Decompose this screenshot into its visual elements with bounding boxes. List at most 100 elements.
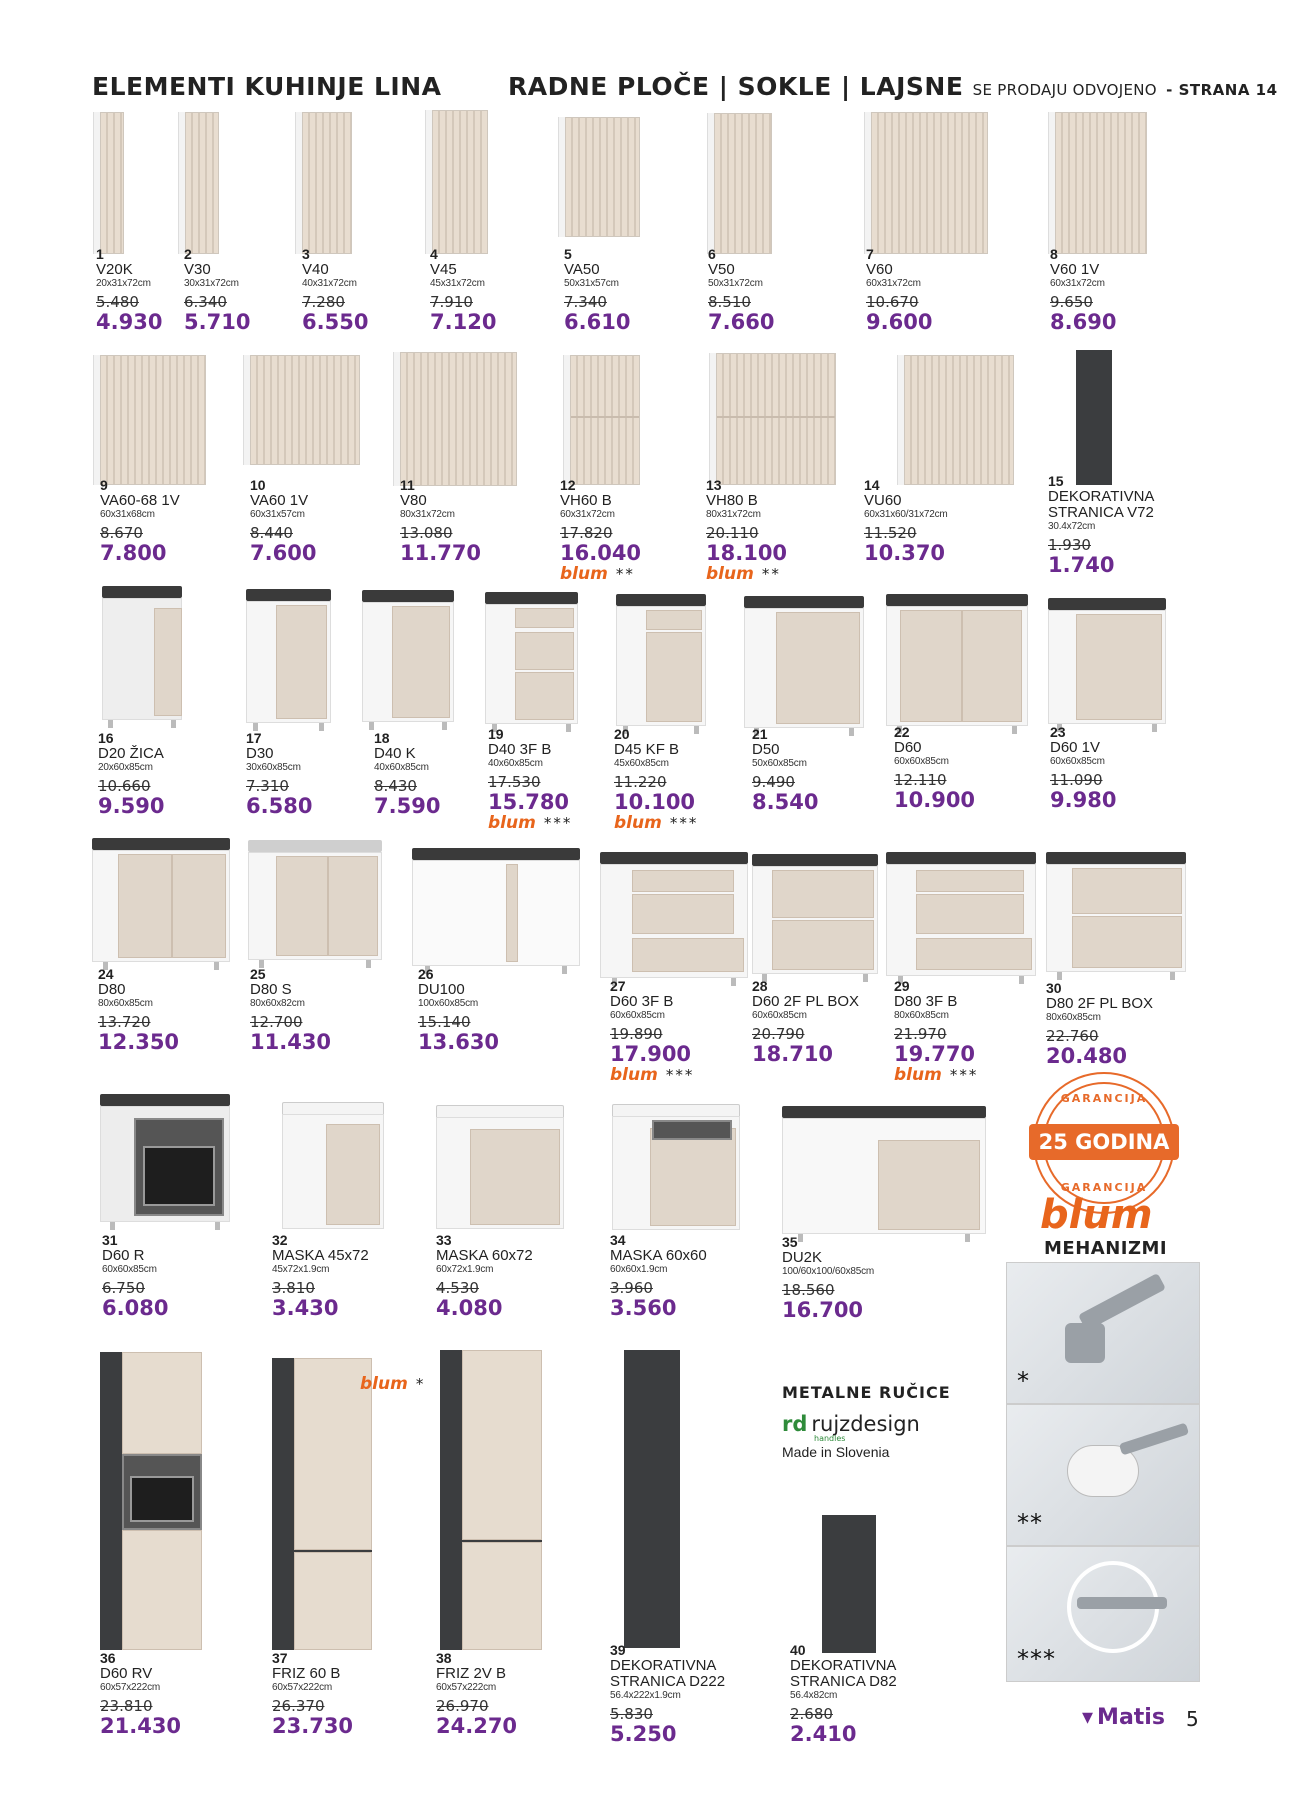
cabinet-image [612, 1104, 740, 1238]
product-number: 31 [102, 1232, 118, 1248]
new-price: 6.610 [564, 310, 631, 334]
blum-badge: blum *** [488, 814, 658, 832]
made-in-text: Made in Slovenia [782, 1444, 890, 1460]
new-price: 6.080 [102, 1296, 169, 1320]
product-info: 11 V80 80x31x72cm 13.080 11.770 [400, 477, 570, 564]
product-name: VU60 [864, 492, 902, 509]
product-number: 13 [706, 477, 722, 493]
product-number: 19 [488, 726, 504, 742]
new-price: 7.660 [708, 310, 775, 334]
blum-badge: blum *** [894, 1066, 1064, 1084]
product-info: 3 V40 40x31x72cm 7.280 6.550 [302, 246, 472, 333]
product-name: D80 3F B [894, 993, 958, 1010]
product-name: V20K [96, 261, 133, 278]
new-price: 8.690 [1050, 310, 1117, 334]
new-price: 16.700 [782, 1298, 864, 1322]
page-number: 5 [1186, 1707, 1199, 1731]
product-dimensions: 100/60x100/60x85cm [782, 1266, 875, 1277]
product-dimensions: 60x31x72cm [560, 509, 615, 520]
cabinet-image [904, 355, 1014, 485]
product-number: 21 [752, 726, 768, 742]
product-info: 35 DU2K 100/60x100/60x85cm 18.560 16.700 [782, 1234, 952, 1321]
cabinet-image [362, 590, 454, 730]
product-dimensions: 60x72x1.9cm [436, 1264, 494, 1275]
product-name: DEKORATIVNA STRANICA D82 [790, 1657, 897, 1690]
product-dimensions: 80x60x85cm [98, 998, 153, 1009]
cabinet-image [886, 594, 1028, 734]
product-info: 23 D60 1V 60x60x85cm 11.090 9.980 [1050, 724, 1220, 811]
product-name: V60 [866, 261, 893, 278]
cabinet-image [570, 355, 640, 485]
product-info: 19 D40 3F B 40x60x85cm 17.530 15.780 blu… [488, 726, 658, 832]
cabinet-image [782, 1106, 986, 1242]
new-price: 17.900 [610, 1042, 692, 1066]
old-price: 17.530 [488, 773, 541, 791]
old-price: 6.750 [102, 1279, 145, 1297]
product-dimensions: 50x31x57cm [564, 278, 619, 289]
blum-badge: blum ** [706, 565, 876, 583]
product-dimensions: 60x60x85cm [894, 756, 949, 767]
product-info: 33 MASKA 60x72 60x72x1.9cm 4.530 4.080 [436, 1232, 606, 1319]
tall-cabinet-image [100, 1352, 202, 1650]
product-dimensions: 60x60x85cm [752, 1010, 807, 1021]
old-price: 19.890 [610, 1025, 663, 1043]
product-name: D40 3F B [488, 741, 552, 758]
product-name: DEKORATIVNA STRANICA V72 [1048, 488, 1154, 521]
product-number: 16 [98, 730, 114, 746]
guarantee-main-text: 25 GODINA [1029, 1124, 1179, 1160]
old-price: 11.520 [864, 524, 917, 542]
old-price: 17.820 [560, 524, 613, 542]
product-number: 15 [1048, 473, 1064, 489]
product-info: 6 V50 50x31x72cm 8.510 7.660 [708, 246, 878, 333]
mechanism-stars: *** [665, 1066, 695, 1084]
new-price: 20.480 [1046, 1044, 1128, 1068]
cabinet-image [282, 1102, 384, 1237]
product-dimensions: 50x31x72cm [708, 278, 763, 289]
old-price: 5.480 [96, 293, 139, 311]
product-dimensions: 60x31x57cm [250, 509, 305, 520]
old-price: 10.670 [866, 293, 919, 311]
new-price: 23.730 [272, 1714, 354, 1738]
product-info: 12 VH60 B 60x31x72cm 17.820 16.040 blum *… [560, 477, 730, 583]
product-number: 12 [560, 477, 576, 493]
product-info: 9 VA60-68 1V 60x31x68cm 8.670 7.800 [100, 477, 270, 564]
product-name: VA50 [564, 261, 600, 278]
product-info: 27 D60 3F B 60x60x85cm 19.890 17.900 blu… [610, 978, 780, 1084]
product-info: 17 D30 30x60x85cm 7.310 6.580 [246, 730, 416, 817]
old-price: 2.680 [790, 1705, 833, 1723]
product-number: 35 [782, 1234, 798, 1250]
product-dimensions: 45x60x85cm [614, 758, 669, 769]
new-price: 21.430 [100, 1714, 182, 1738]
old-price: 1.930 [1048, 536, 1091, 554]
product-number: 1 [96, 246, 104, 262]
brand-sub: handles [814, 1434, 846, 1443]
product-name: D45 KF B [614, 741, 680, 758]
product-dimensions: 40x60x85cm [488, 758, 543, 769]
new-price: 15.780 [488, 790, 570, 814]
cabinet-image [302, 112, 352, 254]
product-number: 4 [430, 246, 438, 262]
old-price: 22.760 [1046, 1027, 1099, 1045]
new-price: 24.270 [436, 1714, 518, 1738]
mechanism-label: ** [1017, 1509, 1043, 1537]
product-dimensions: 40x60x85cm [374, 762, 429, 773]
cabinet-image [616, 594, 706, 734]
product-info: 22 D60 60x60x85cm 12.110 10.900 [894, 724, 1064, 811]
blum-logo: blum [360, 1374, 408, 1394]
new-price: 4.080 [436, 1296, 503, 1320]
product-info: 14 VU60 60x31x60/31x72cm 11.520 10.370 [864, 477, 1034, 564]
product-number: 23 [1050, 724, 1066, 740]
product-info: 13 VH80 B 80x31x72cm 20.110 18.100 blum *… [706, 477, 876, 583]
product-name: D60 RV [100, 1665, 153, 1682]
blum-logo: blum [706, 564, 754, 584]
product-info: 7 V60 60x31x72cm 10.670 9.600 [866, 246, 1036, 333]
product-info: 18 D40 K 40x60x85cm 8.430 7.590 [374, 730, 544, 817]
product-name: D60 2F PL BOX [752, 993, 859, 1010]
product-number: 28 [752, 978, 768, 994]
product-dimensions: 80x60x85cm [894, 1010, 949, 1021]
product-number: 18 [374, 730, 390, 746]
brand-name: rujzdesign [811, 1412, 920, 1436]
product-info: 2 V30 30x31x72cm 6.340 5.710 [184, 246, 354, 333]
cabinet-image [600, 852, 748, 986]
product-dimensions: 60x60x85cm [1050, 756, 1105, 767]
